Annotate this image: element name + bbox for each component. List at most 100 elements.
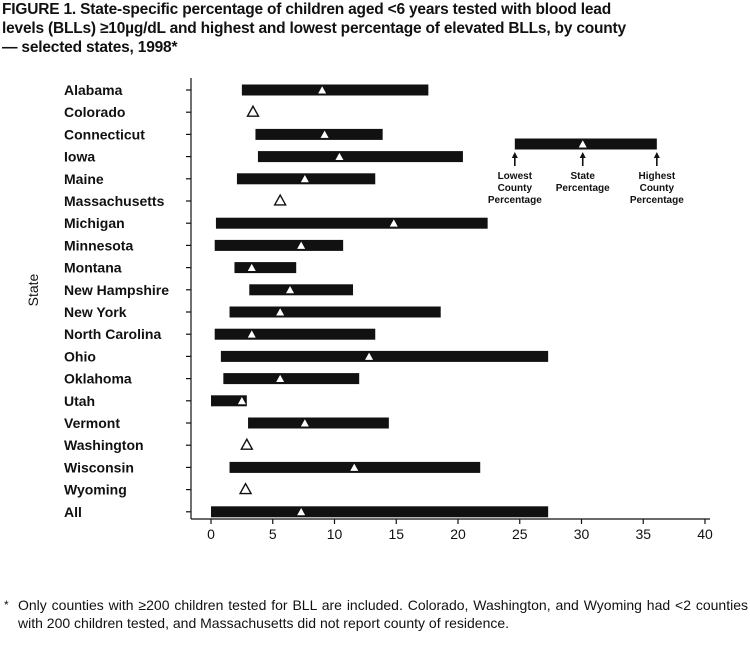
row-ohio: Ohio bbox=[64, 348, 549, 364]
county-range-bar bbox=[211, 395, 247, 407]
chart-legend: LowestCountyPercentageStatePercentageHig… bbox=[488, 138, 684, 206]
state-label: Ohio bbox=[64, 348, 96, 364]
row-colorado: Colorado bbox=[64, 104, 260, 120]
state-percentage-marker bbox=[300, 419, 309, 427]
row-minnesota: Minnesota bbox=[64, 237, 344, 253]
row-michigan: Michigan bbox=[64, 215, 488, 231]
county-range-bar bbox=[229, 306, 441, 318]
x-tick-label: 15 bbox=[388, 526, 404, 542]
row-north-carolina: North Carolina bbox=[64, 326, 376, 342]
state-label: Utah bbox=[64, 393, 95, 409]
title-line-2: levels (BLLs) ≥10µg/dL and highest and l… bbox=[2, 20, 626, 37]
row-new-york: New York bbox=[64, 304, 441, 320]
row-vermont: Vermont bbox=[64, 415, 389, 431]
county-range-bar bbox=[248, 417, 389, 429]
county-range-bar bbox=[214, 328, 376, 340]
legend-state-arrow-head bbox=[579, 152, 586, 158]
row-new-hampshire: New Hampshire bbox=[64, 282, 354, 298]
state-percentage-marker bbox=[238, 482, 253, 495]
state-percentage-marker bbox=[273, 193, 287, 206]
x-tick-label: 5 bbox=[269, 526, 277, 542]
row-montana: Montana bbox=[64, 260, 297, 276]
footnote-text: Only counties with ≥200 children tested … bbox=[18, 597, 748, 631]
county-range-bar bbox=[214, 239, 344, 251]
row-wyoming: Wyoming bbox=[64, 482, 253, 498]
legend-low-label: County bbox=[498, 183, 533, 194]
county-range-bar bbox=[249, 284, 354, 296]
row-all: All bbox=[64, 504, 549, 520]
legend-high-label: Highest bbox=[638, 171, 675, 182]
state-percentage-marker bbox=[247, 330, 256, 338]
state-percentage-marker bbox=[240, 437, 254, 450]
state-label: Montana bbox=[64, 260, 122, 276]
county-range-bar bbox=[215, 217, 488, 229]
state-label: Michigan bbox=[64, 215, 125, 231]
county-range-bar bbox=[257, 151, 463, 163]
chart-axes: 0 5 10 15 20 25 30 35 40 State bbox=[25, 78, 713, 542]
state-label: Iowa bbox=[64, 149, 95, 165]
state-percentage-marker bbox=[286, 286, 295, 294]
state-label: Wyoming bbox=[64, 482, 127, 498]
state-label: Connecticut bbox=[64, 126, 145, 142]
state-label: North Carolina bbox=[64, 326, 161, 342]
state-label: Wisconsin bbox=[64, 459, 134, 475]
state-percentage-marker bbox=[389, 219, 398, 227]
state-percentage-marker bbox=[276, 308, 285, 316]
state-percentage-marker bbox=[237, 397, 246, 405]
state-percentage-marker bbox=[318, 86, 327, 94]
state-percentage-marker bbox=[350, 463, 359, 471]
legend-low-label: Percentage bbox=[488, 195, 542, 206]
legend-low-arrow-head bbox=[511, 152, 518, 158]
footnote-mark: * bbox=[4, 598, 9, 612]
state-percentage-marker bbox=[247, 263, 256, 272]
county-range-bar bbox=[220, 350, 549, 362]
legend-bar bbox=[514, 138, 657, 150]
county-range-bar bbox=[255, 128, 383, 140]
x-tick-label: 30 bbox=[574, 526, 590, 542]
footnote: * Only counties with ≥200 children teste… bbox=[4, 596, 748, 632]
state-label: Washington bbox=[64, 437, 144, 453]
chart-rows: Alabama Colorado Connecticut Iowa Maine Massa… bbox=[64, 82, 549, 520]
legend-high-label: County bbox=[640, 183, 675, 194]
legend-high-arrow-head bbox=[653, 152, 660, 158]
x-tick-label: 20 bbox=[450, 526, 466, 542]
county-range-bar bbox=[241, 84, 429, 96]
state-label: Colorado bbox=[64, 104, 125, 120]
legend-state-label: Percentage bbox=[556, 183, 610, 194]
state-label: Oklahoma bbox=[64, 371, 132, 387]
state-label: Minnesota bbox=[64, 237, 133, 253]
x-tick-label: 40 bbox=[697, 526, 713, 542]
state-percentage-marker bbox=[320, 130, 329, 138]
state-label: Vermont bbox=[64, 415, 120, 431]
row-massachusetts: Massachusetts bbox=[64, 193, 287, 209]
legend-low-label: Lowest bbox=[498, 171, 533, 182]
title-line-1: FIGURE 1. State-specific percentage of c… bbox=[2, 1, 611, 18]
y-axis-title: State bbox=[25, 273, 41, 306]
x-tick-label: 0 bbox=[207, 526, 215, 542]
state-label: Alabama bbox=[64, 82, 123, 98]
x-tick-label: 25 bbox=[512, 526, 528, 542]
x-tick-label: 35 bbox=[635, 526, 651, 542]
title-line-3: — selected states, 1998* bbox=[2, 39, 178, 56]
state-label: New York bbox=[64, 304, 127, 320]
state-percentage-marker bbox=[246, 104, 260, 117]
county-range-bar bbox=[223, 373, 360, 385]
row-iowa: Iowa bbox=[64, 149, 463, 165]
row-utah: Utah bbox=[64, 393, 247, 409]
figure-title: FIGURE 1. State-specific percentage of c… bbox=[2, 0, 750, 57]
state-percentage-marker bbox=[297, 241, 306, 249]
row-alabama: Alabama bbox=[64, 82, 429, 98]
row-maine: Maine bbox=[64, 171, 376, 187]
row-washington: Washington bbox=[64, 437, 254, 453]
state-label: Massachusetts bbox=[64, 193, 165, 209]
row-connecticut: Connecticut bbox=[64, 126, 383, 142]
state-label: New Hampshire bbox=[64, 282, 169, 298]
state-label: Maine bbox=[64, 171, 104, 187]
state-percentage-marker bbox=[300, 175, 309, 183]
x-tick-label: 10 bbox=[327, 526, 343, 542]
legend-high-label: Percentage bbox=[630, 195, 684, 206]
state-percentage-marker bbox=[335, 152, 344, 161]
state-percentage-marker bbox=[276, 374, 285, 383]
state-label: All bbox=[64, 504, 82, 520]
row-wisconsin: Wisconsin bbox=[64, 459, 481, 475]
